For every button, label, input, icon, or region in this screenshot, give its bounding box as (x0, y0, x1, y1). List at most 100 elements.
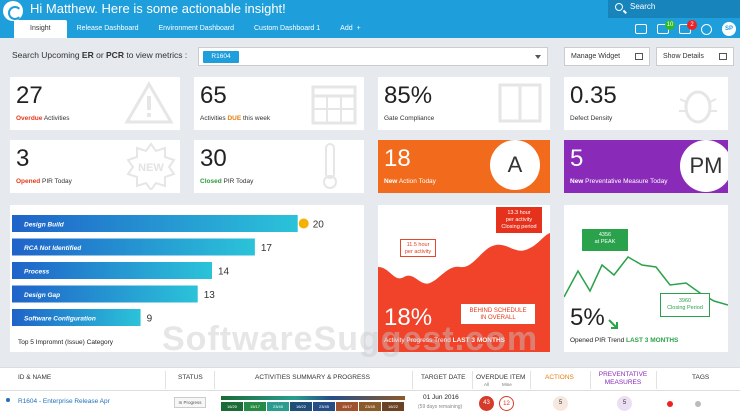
bar-chart-title: Top 5 Impromnt (Issue) Category (18, 339, 114, 346)
release-name-link[interactable]: R1604 - Enterprise Release Apr (18, 398, 110, 405)
kpi-value: 3 (16, 145, 30, 172)
search-input[interactable]: Search (608, 0, 740, 18)
progress-segment[interactable]: 16/20 (221, 402, 243, 411)
trophy-icon (298, 218, 309, 229)
chevron-down-icon[interactable] (535, 55, 541, 59)
callout-peak-l1: 13.3 hour (507, 210, 531, 216)
bar-3[interactable] (12, 285, 198, 303)
bar-2[interactable] (12, 262, 212, 279)
filter-label-er: ER (81, 50, 94, 60)
opened-pir-trend-card: 4356 at PEAK 3960 Closing Period 5% Opened… (564, 205, 728, 352)
chart-icon (635, 53, 643, 60)
tab-release-dashboard[interactable]: Release Dashboard (76, 25, 139, 32)
callout-pir-peak-l1: 4356 (598, 232, 612, 238)
progress-segment[interactable]: 16/22 (382, 402, 404, 411)
avatar[interactable]: SP (722, 22, 736, 36)
col-id-name[interactable]: ID & NAME (18, 374, 52, 381)
kpi-label-rest: Action Today (397, 178, 436, 185)
tab-add-label: Add (340, 25, 353, 32)
callout-pir-closing-l1: 3960 (678, 298, 692, 304)
kpi-label-rest: Preventative Measure Today (583, 178, 668, 185)
release-table-header: ID & NAME STATUS ACTIVITIES SUMMARY & PR… (0, 367, 740, 391)
new-icon: NEW (126, 142, 176, 190)
overdue-mine-count[interactable]: 12 (499, 396, 514, 411)
col-preventative[interactable]: PREVENTATIVE MEASURES (598, 371, 648, 386)
preventative-count[interactable]: 5 (617, 396, 632, 411)
col-actions[interactable]: ACTIONS (545, 374, 574, 381)
kpi-highlight: Opened (16, 178, 41, 185)
divider (165, 371, 166, 389)
bar-0[interactable] (12, 215, 298, 232)
kpi-label: Closed PIR Today (200, 178, 253, 185)
col-target-date[interactable]: TARGET DATE (421, 374, 466, 381)
progress-segment[interactable]: 23/45 (267, 402, 289, 411)
tag-gray-dot[interactable] (695, 401, 701, 407)
bug-icon (679, 90, 717, 124)
kpi-value: 5 (570, 145, 584, 172)
progress-segment[interactable]: 23/45 (313, 402, 335, 411)
show-details-label: Show Details (663, 53, 704, 60)
tab-add[interactable]: Add + (330, 20, 371, 38)
impromnt-category-chart: Design Build 20 RCA Not Identified 17 Proces… (10, 205, 364, 352)
bar-1[interactable] (12, 238, 255, 256)
callout-peak: 13.3 hour per activity Closing period (496, 207, 542, 233)
tab-custom-dashboard-1[interactable]: Custom Dashboard 1 (254, 25, 321, 32)
app-logo[interactable] (3, 1, 23, 21)
pir-percent: 5% (570, 304, 605, 331)
col-overdue[interactable]: OVERDUE ITEM (476, 374, 526, 381)
new-icon-text: NEW (138, 162, 164, 174)
alert-icon[interactable]: 2 (679, 20, 697, 34)
tab-insight[interactable]: Insight (14, 20, 67, 38)
bar-value-label: 17 (261, 243, 273, 254)
show-details-button[interactable]: Show Details (656, 47, 734, 66)
progress-segment[interactable]: 15/17 (244, 402, 266, 411)
kpi-card-closed-pir[interactable]: 30 Closed PIR Today (194, 140, 364, 193)
kpi-label: Opened PIR Today (16, 178, 72, 185)
days-remaining: (59 days remaining) (418, 404, 463, 410)
manage-widget-button[interactable]: Manage Widget (564, 47, 650, 66)
kpi-label-rest: this week (241, 115, 271, 122)
kpi-label: Gate Compliance (384, 115, 435, 122)
status-badge: In Progress (174, 397, 206, 408)
tag-red-dot[interactable] (667, 401, 673, 407)
kpi-card-overdue[interactable]: 27 Overdue Activities (10, 77, 180, 130)
greeting-text: Hi Matthew. Here is some actionable insi… (30, 1, 286, 16)
progress-segment[interactable]: 23/45 (359, 402, 381, 411)
divider (530, 371, 531, 389)
checklist-icon[interactable]: 10 (657, 20, 675, 34)
actions-count[interactable]: 5 (553, 396, 568, 411)
callout-pir-closing: 3960 Closing Period (660, 293, 710, 317)
bar-4[interactable] (12, 309, 141, 326)
progress-segment[interactable]: 15/17 (336, 402, 358, 411)
kpi-value: 0.35 (570, 82, 617, 109)
divider (214, 371, 215, 389)
callout-hours: 11.5 hour per activity (400, 239, 436, 257)
release-select[interactable]: R1604 (198, 47, 548, 66)
bar-chart-svg: Design Build 20 RCA Not Identified 17 Proces… (12, 215, 324, 326)
kpi-label: Defect Density (570, 115, 613, 122)
bar-category-label: RCA Not Identified (24, 245, 82, 252)
bar-category-label: Software Configuration (24, 316, 96, 323)
gear-icon[interactable] (701, 23, 712, 35)
callout-behind-l2: IN OVERALL (480, 315, 516, 321)
overdue-all-count[interactable]: 43 (479, 396, 494, 411)
alert-badge: 2 (687, 20, 697, 30)
tab-environment-dashboard[interactable]: Environment Dashboard (158, 25, 235, 32)
kpi-card-defect-density[interactable]: 0.35 Defect Density (564, 77, 728, 130)
action-letter-badge: A (490, 140, 540, 190)
col-status[interactable]: STATUS (178, 374, 203, 381)
col-activities[interactable]: ACTIVITIES SUMMARY & PROGRESS (255, 374, 370, 381)
progress-caption: Activity Progress Trend LAST 3 MONTHS (384, 337, 505, 344)
kpi-card-new-action[interactable]: A 18 New Action Today (378, 140, 550, 193)
kpi-highlight: New (570, 178, 584, 185)
bar-category-label: Process (24, 269, 50, 276)
activity-progress-trend-card: 13.3 hour per activity Closing period 11.5… (378, 205, 550, 352)
col-tags[interactable]: TAGS (692, 374, 710, 381)
kpi-card-new-preventative[interactable]: PM 5 New Preventative Measure Today (564, 140, 728, 193)
list-icon[interactable] (635, 24, 647, 34)
kpi-card-opened-pir[interactable]: NEW 3 Opened PIR Today (10, 140, 180, 193)
kpi-card-gate-compliance[interactable]: 85% Gate Compliance (378, 77, 550, 130)
kpi-card-due[interactable]: 65 Activities DUE this week (194, 77, 364, 130)
progress-segment[interactable]: 16/22 (290, 402, 312, 411)
selected-release-chip[interactable]: R1604 (203, 51, 239, 63)
